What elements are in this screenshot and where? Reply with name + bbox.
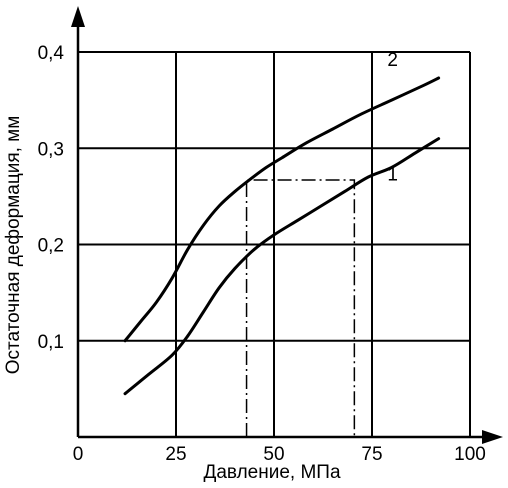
y-axis-title: Остаточная деформация, мм [3,116,24,375]
x-tick-label: 100 [454,444,486,465]
series-line-1 [123,137,441,396]
y-tick-label: 0,4 [38,43,65,64]
y-tick-label: 0,2 [38,236,64,257]
curve-label-2: 2 [387,50,398,71]
curve-label-1: 1 [387,165,398,186]
x-tick-label: 75 [361,444,382,465]
series-line-2 [123,76,441,343]
x-axis-arrow [482,430,503,444]
y-tick-label: 0,3 [38,139,64,160]
y-tick-label: 0,1 [38,332,64,353]
series-lines [123,76,441,396]
axes [71,6,503,444]
x-axis-title: Давление, МПа [203,462,340,483]
x-tick-label: 0 [73,444,84,465]
grid [78,51,471,437]
guide-lines [245,179,356,437]
x-tick-label: 50 [263,444,284,465]
guide-line [245,179,356,437]
y-axis-arrow [71,6,85,27]
curve-labels: 12 [387,50,398,186]
x-tick-label: 25 [165,444,186,465]
tick-labels: 0 25 50 75 100 0,1 0,2 0,3 0,4 [38,43,486,465]
